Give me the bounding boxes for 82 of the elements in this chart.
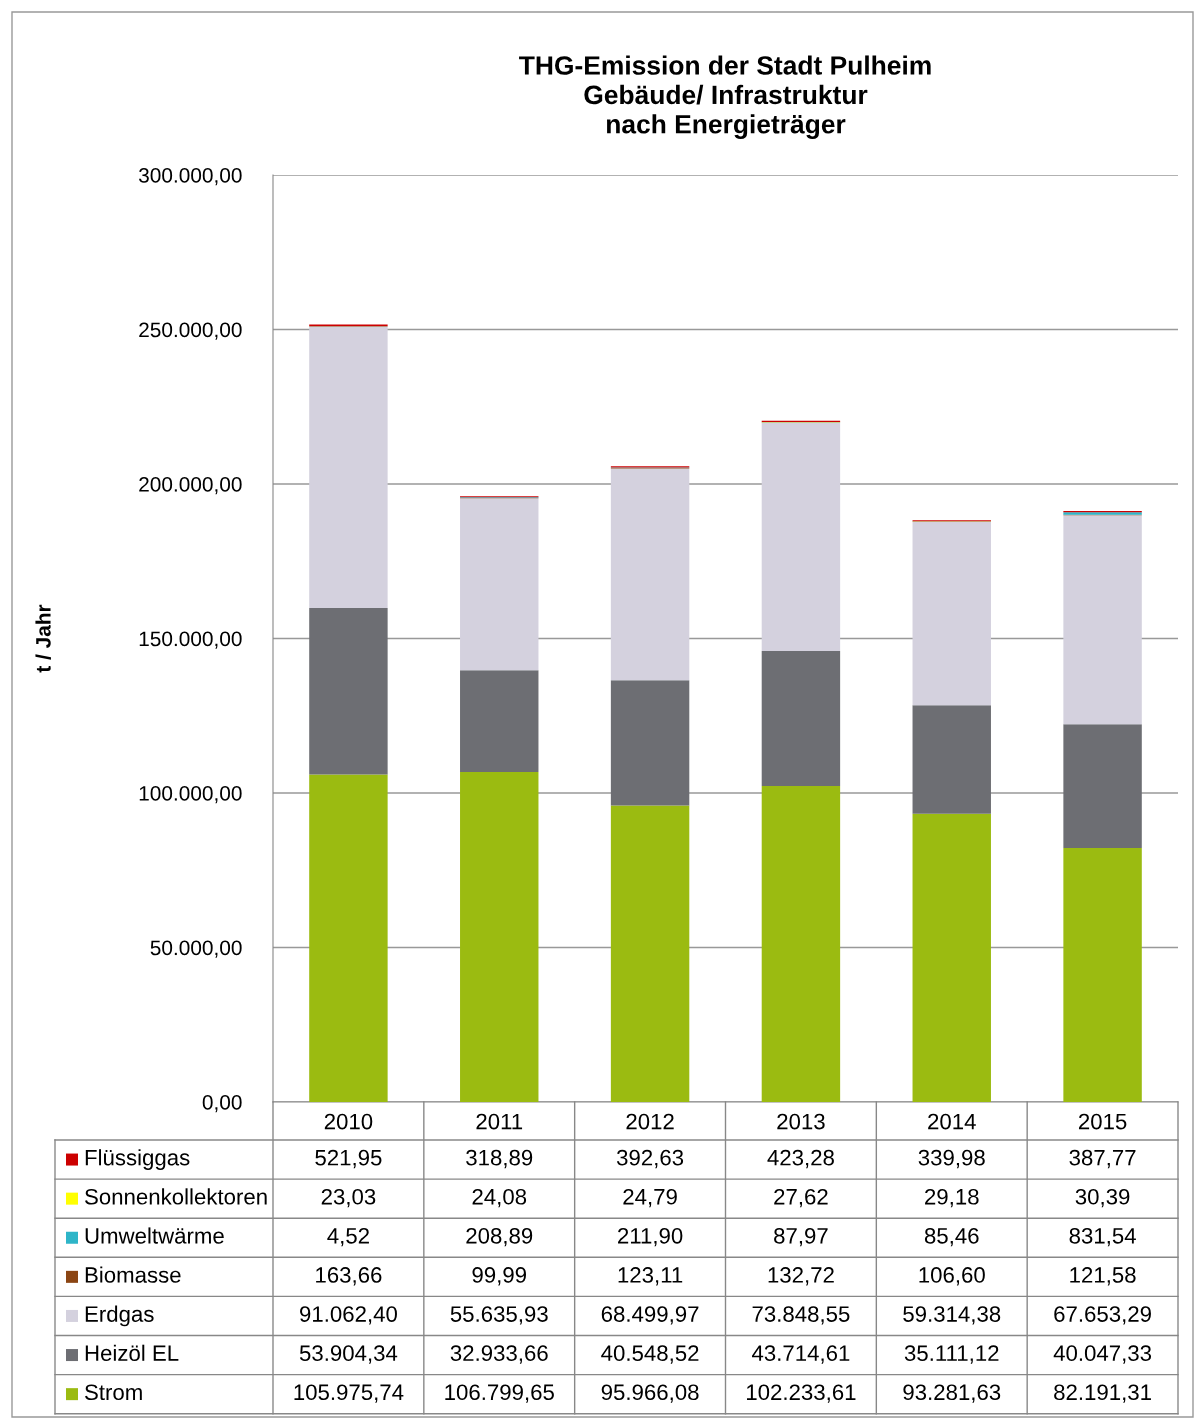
data-label: 40.548,52 — [601, 1345, 699, 1364]
y-tick-label: 150.000,00 — [139, 631, 242, 649]
data-label: 521,95 — [315, 1149, 382, 1169]
data-label: 93.281,63 — [903, 1384, 1001, 1403]
bar — [912, 705, 991, 814]
data-label: 55.635,93 — [450, 1306, 548, 1325]
bar — [610, 680, 690, 806]
data-label: 91.062,40 — [300, 1306, 397, 1325]
bar — [460, 771, 539, 1102]
bar — [460, 498, 539, 671]
data-label: 82.191,31 — [1054, 1384, 1151, 1403]
data-label: 43.714,61 — [752, 1345, 850, 1364]
x-tick-label: 2011 — [476, 1113, 523, 1130]
y-tick-label: 50.000,00 — [150, 940, 242, 958]
data-label: 95.966,08 — [601, 1384, 699, 1403]
chart-title: THG-Emission der Stadt Pulheim Gebäude/ Infrastruktur nach Energieträger — [519, 55, 931, 139]
bar — [610, 468, 690, 681]
data-label: 392,63 — [616, 1149, 684, 1169]
bar — [1063, 724, 1142, 849]
bar — [912, 521, 991, 706]
data-label: 23,03 — [321, 1188, 376, 1208]
bar — [1063, 515, 1142, 725]
data-label: 40.047,33 — [1053, 1345, 1152, 1364]
data-label: 27,62 — [774, 1188, 828, 1208]
data-label: 123,11 — [618, 1267, 683, 1286]
data-label: 24,08 — [472, 1188, 527, 1208]
data-label: 831,54 — [1069, 1227, 1136, 1247]
y-tick-label: 100.000,00 — [139, 786, 242, 804]
bar — [1063, 848, 1142, 1102]
legend-label: Biomasse — [85, 1266, 181, 1283]
bar — [610, 805, 690, 1102]
bar — [761, 651, 841, 787]
x-tick-label: 2012 — [626, 1113, 674, 1130]
y-tick-label: 250.000,00 — [139, 322, 242, 340]
data-label: 423,28 — [767, 1149, 834, 1169]
data-label: 106.799,65 — [445, 1384, 554, 1403]
data-label: 32.933,66 — [450, 1345, 548, 1364]
data-label: 30,39 — [1075, 1188, 1130, 1208]
data-label: 67.653,29 — [1054, 1306, 1151, 1325]
data-label: 35.111,12 — [904, 1345, 999, 1364]
data-label: 208,89 — [466, 1227, 533, 1247]
data-label: 105.975,74 — [294, 1384, 404, 1403]
data-label: 87,97 — [774, 1227, 828, 1247]
data-label: 121,58 — [1070, 1267, 1136, 1286]
bar — [761, 786, 841, 1102]
legend-label: Heizöl EL — [85, 1344, 179, 1362]
data-label: 339,98 — [918, 1149, 985, 1169]
bar — [761, 422, 841, 652]
bar — [309, 326, 388, 608]
legend-label: Sonnenkollektoren — [85, 1188, 267, 1205]
data-label: 85,46 — [924, 1227, 979, 1247]
bar — [309, 607, 388, 775]
bar — [460, 670, 539, 772]
bar — [912, 813, 991, 1102]
data-label: 387,77 — [1069, 1149, 1136, 1169]
x-tick-label: 2015 — [1078, 1113, 1127, 1130]
data-label: 53.904,34 — [299, 1345, 398, 1364]
legend-label: Flüssiggas — [85, 1149, 190, 1170]
data-label: 59.314,38 — [903, 1306, 1001, 1325]
y-tick-label: 200.000,00 — [139, 477, 242, 495]
data-label: 102.233,61 — [747, 1384, 856, 1403]
x-tick-label: 2014 — [928, 1113, 976, 1130]
data-label: 318,89 — [466, 1149, 533, 1169]
x-tick-label: 2013 — [777, 1113, 825, 1130]
data-label: 132,72 — [768, 1267, 834, 1286]
data-label: 99,99 — [472, 1267, 526, 1286]
data-label: 106,60 — [919, 1267, 985, 1286]
data-label: 4,52 — [327, 1227, 369, 1247]
y-axis-title: t / Jahr — [35, 604, 51, 673]
data-label: 211,90 — [618, 1227, 683, 1247]
x-tick-label: 2010 — [324, 1113, 373, 1130]
y-tick-label: 0,00 — [202, 1095, 242, 1113]
legend-label: Erdgas — [85, 1305, 154, 1327]
data-label: 29,18 — [925, 1188, 979, 1208]
bar — [309, 774, 388, 1102]
data-label: 68.499,97 — [601, 1306, 699, 1325]
legend-label: Umweltwärme — [85, 1227, 224, 1244]
data-label: 163,66 — [316, 1267, 382, 1286]
data-label: 73.848,55 — [752, 1306, 850, 1325]
data-label: 24,79 — [623, 1188, 677, 1208]
legend-label: Strom — [85, 1384, 142, 1401]
y-tick-label: 300.000,00 — [138, 168, 242, 186]
